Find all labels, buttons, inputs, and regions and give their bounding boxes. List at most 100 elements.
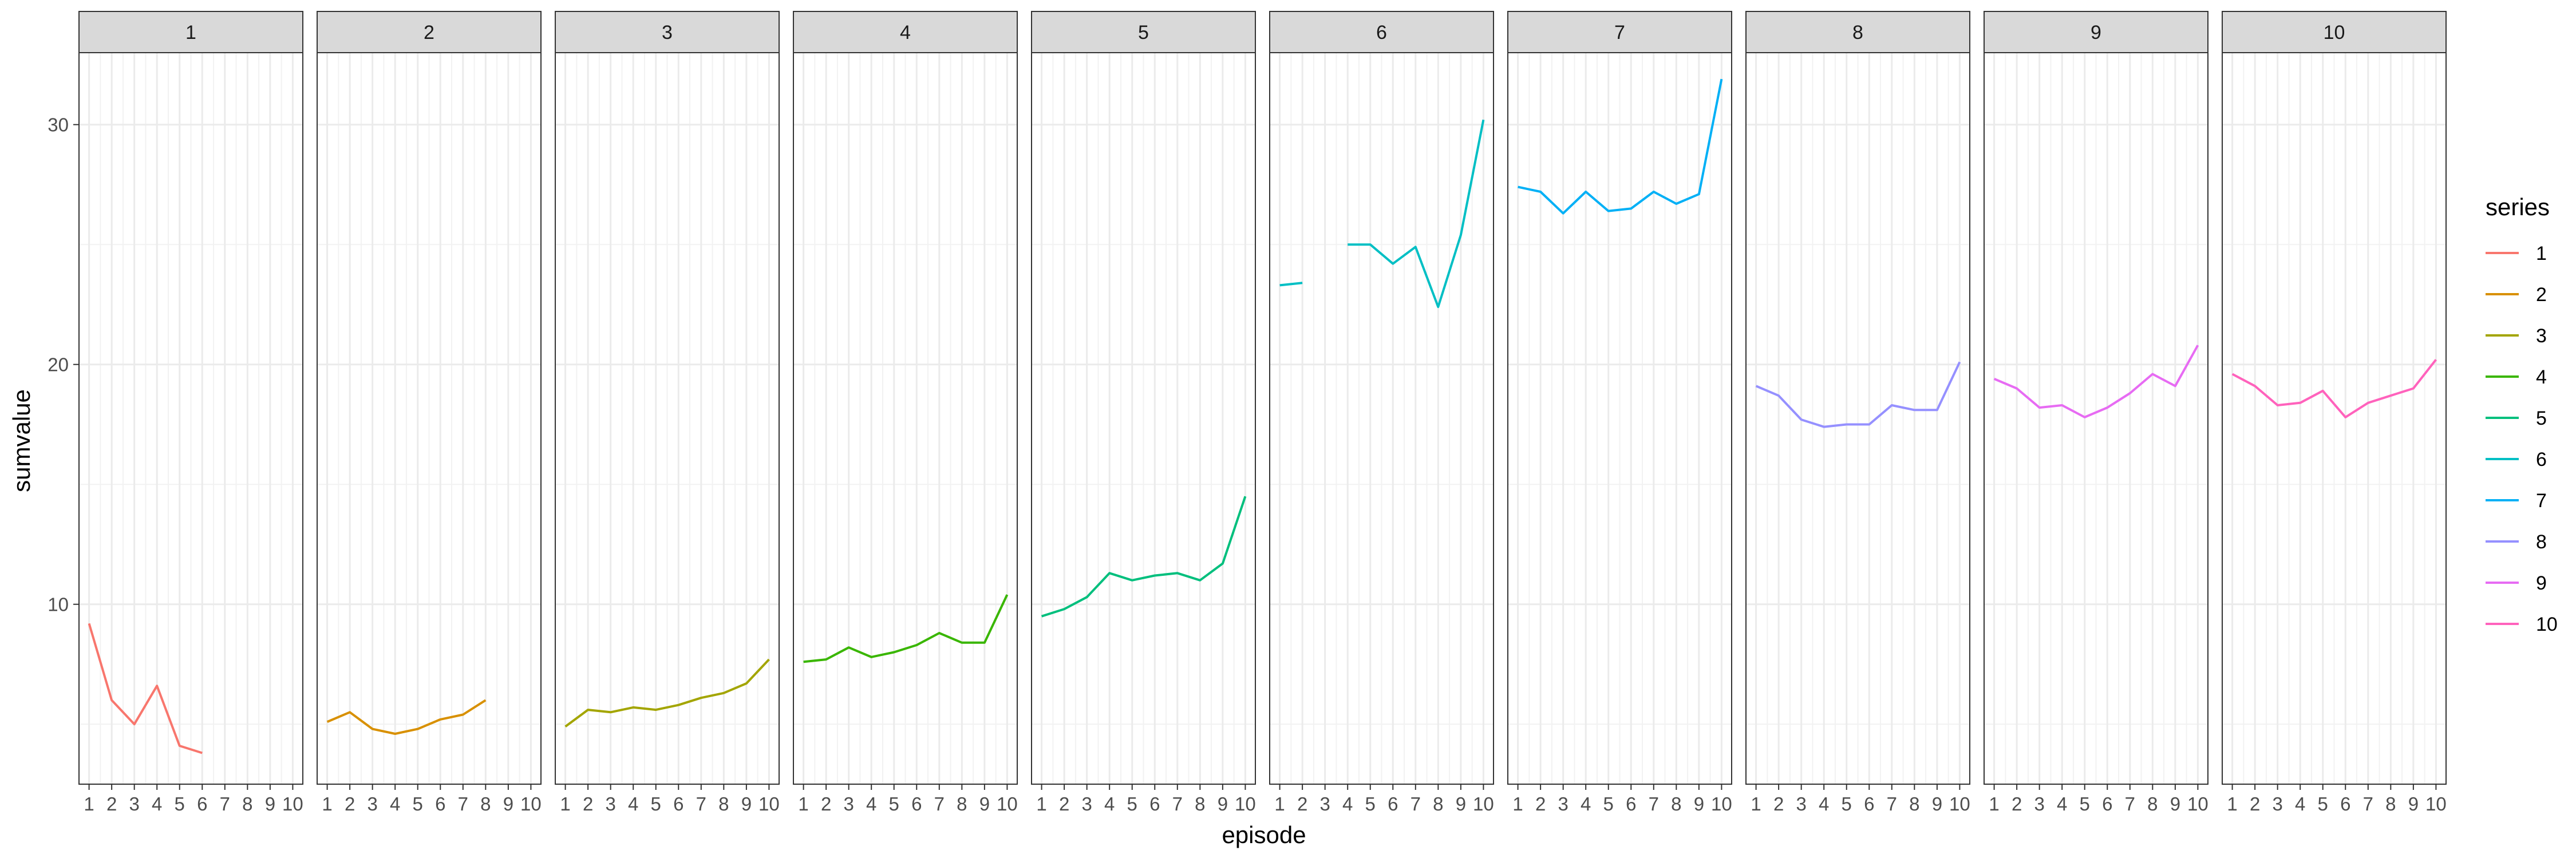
legend-label: 1 [2536, 243, 2547, 264]
legend-label: 6 [2536, 449, 2547, 470]
x-tick-label: 9 [1932, 793, 1942, 814]
series-line-1 [88, 623, 203, 754]
panel-2: 21 2 3 4 5 6 7 8 9 10 [317, 11, 542, 814]
facet-strip [1745, 11, 1970, 53]
panel-border [1745, 52, 1970, 785]
x-tick-label: 2 [2250, 793, 2260, 814]
x-tick-label: 4 [390, 793, 400, 814]
panel-8: 81 2 3 4 5 6 7 8 9 10 [1745, 11, 1970, 814]
series-line-9 [1993, 345, 2199, 418]
x-tick-label: 4 [1342, 793, 1353, 814]
x-tick-label: 8 [718, 793, 729, 814]
x-tick-label: 1 [2227, 793, 2237, 814]
facet-strip-label: 3 [662, 22, 673, 44]
x-tick-label: 9 [503, 793, 513, 814]
x-tick-label: 1 [322, 793, 332, 814]
facet-strip [1507, 11, 1732, 53]
facet-strip [78, 11, 303, 53]
facet-strip-label: 1 [185, 22, 196, 44]
x-tick-label: 4 [1581, 793, 1591, 814]
x-tick-label: 5 [1365, 793, 1376, 814]
x-tick-label: 3 [1319, 793, 1330, 814]
x-tick-label: 2 [106, 793, 117, 814]
x-tick-label: 4 [866, 793, 876, 814]
facet-strip-label: 8 [1852, 22, 1863, 44]
x-tick-label: 1 [1274, 793, 1285, 814]
legend-item-3: 3 [2486, 325, 2547, 347]
x-tick-label: 2 [345, 793, 355, 814]
series-line-7 [1518, 78, 1723, 215]
x-tick-label: 2 [1773, 793, 1784, 814]
facet-strip-label: 7 [1614, 22, 1625, 44]
x-tick-label: 5 [1127, 793, 1137, 814]
x-tick-label: 3 [129, 793, 139, 814]
x-tick-label: 5 [651, 793, 661, 814]
facet-strip [793, 11, 1018, 53]
x-tick-label: 7 [220, 793, 230, 814]
y-tick-label: 30 [48, 114, 69, 136]
facet-strip [1269, 11, 1494, 53]
legend-label: 7 [2536, 490, 2547, 512]
legend-label: 2 [2536, 284, 2547, 306]
legend-item-7: 7 [2486, 490, 2547, 512]
y-tick-label: 10 [48, 594, 69, 615]
x-tick-label: 9 [2408, 793, 2419, 814]
series-line-5 [1041, 496, 1247, 618]
panel-10: 10 1 2 3 4 5 6 7 8 9 10 [2222, 11, 2447, 814]
facet-strip-label: 9 [2091, 22, 2101, 44]
panel-border [317, 52, 542, 785]
x-tick-label: 8 [242, 793, 252, 814]
panel-3: 31 2 3 4 5 6 7 8 9 10 [555, 11, 780, 814]
x-tick-label: 4 [628, 793, 638, 814]
x-tick-label: 6 [1626, 793, 1636, 814]
legend-item-9: 9 [2486, 572, 2547, 594]
x-tick-label: 4 [2057, 793, 2067, 814]
panel-border [555, 52, 780, 785]
x-tick-label: 8 [1433, 793, 1443, 814]
series-line-4 [803, 594, 1009, 663]
facet-strip-label: 2 [424, 22, 434, 44]
x-tick-label: 10 [758, 793, 780, 814]
x-tick-label: 3 [843, 793, 854, 814]
x-tick-label: 9 [1218, 793, 1228, 814]
facet-strip [2222, 11, 2447, 53]
x-tick-label: 10 [2425, 793, 2447, 814]
x-tick-label: 8 [1195, 793, 1205, 814]
x-tick-label: 10 [520, 793, 542, 814]
x-tick-label: 6 [197, 793, 207, 814]
facet-strip-label: 5 [1138, 22, 1149, 44]
panel-border [1507, 52, 1732, 785]
series-line-2 [326, 699, 487, 735]
panel-border [2222, 52, 2447, 785]
x-tick-label: 3 [367, 793, 377, 814]
x-tick-label: 2 [2012, 793, 2022, 814]
x-tick-label: 8 [480, 793, 491, 814]
x-tick-label: 5 [175, 793, 185, 814]
x-tick-label: 5 [413, 793, 423, 814]
y-tick-label: 20 [48, 354, 69, 375]
x-tick-label: 6 [435, 793, 445, 814]
x-tick-label: 1 [1751, 793, 1761, 814]
x-tick-label: 8 [1909, 793, 1919, 814]
x-tick-label: 7 [696, 793, 706, 814]
x-tick-label: 9 [265, 793, 275, 814]
x-tick-label: 1 [1036, 793, 1046, 814]
series-line-3 [564, 658, 770, 728]
x-tick-label: 10 [997, 793, 1018, 814]
x-axis-title: episode [1222, 821, 1306, 848]
y-axis-title: sumvalue [8, 389, 35, 492]
x-tick-label: 5 [889, 793, 899, 814]
x-tick-label: 10 [2187, 793, 2208, 814]
x-tick-label: 7 [1172, 793, 1183, 814]
x-tick-label: 3 [605, 793, 615, 814]
x-tick-label: 7 [1649, 793, 1659, 814]
x-tick-label: 7 [1411, 793, 1421, 814]
x-tick-label: 1 [1989, 793, 1999, 814]
x-tick-label: 2 [1535, 793, 1546, 814]
panel-border [1984, 52, 2208, 785]
x-tick-label: 2 [1297, 793, 1307, 814]
x-tick-label: 3 [1081, 793, 1092, 814]
